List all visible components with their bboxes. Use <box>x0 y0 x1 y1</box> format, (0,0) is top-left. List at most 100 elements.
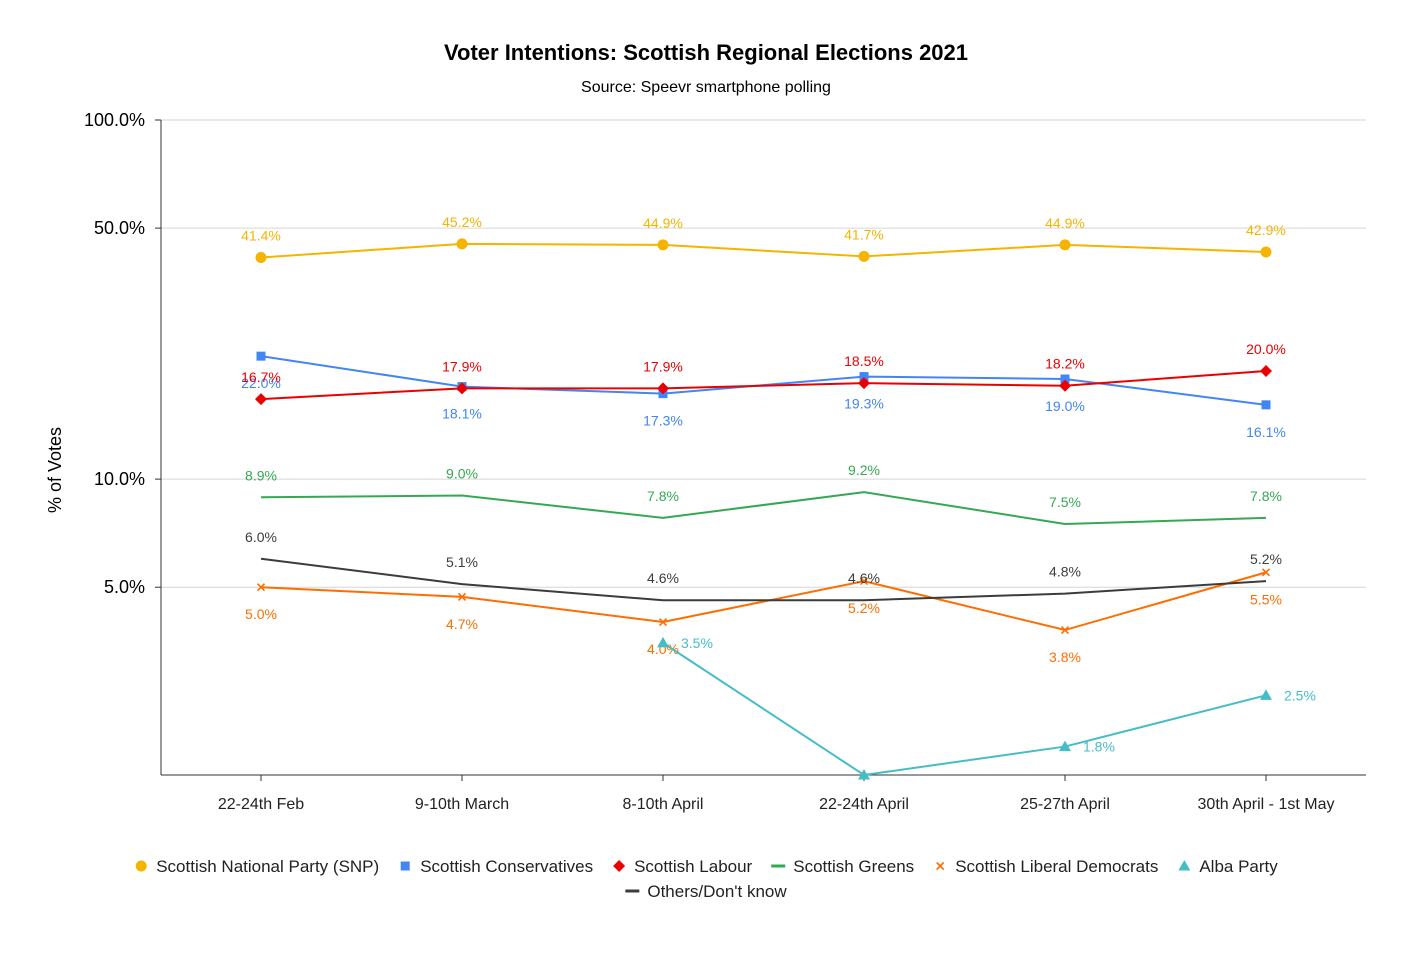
series-6: 6.0% 5.1% 4.6% 4.6% 4.8% 5.2% <box>245 529 1282 602</box>
data-point-marker <box>657 636 669 648</box>
y-axis-ticks: 100.0% 50.0% 10.0% 5.0% <box>84 110 161 597</box>
x-marker-stroke <box>936 861 945 871</box>
data-label: 45.2% <box>442 214 482 230</box>
series-line <box>662 642 1267 777</box>
x-axis: 22-24th Feb 9-10th March 8-10th April 22-24… <box>160 120 1366 813</box>
x-tick-label: 9-10th March <box>415 796 509 813</box>
data-point-marker <box>859 372 869 382</box>
y-tick-label: 50.0% <box>94 218 145 238</box>
legend-item-4: Scottish Liberal Democrats <box>936 857 1158 876</box>
legend-label: Scottish Greens <box>793 857 914 876</box>
data-point-marker <box>1261 400 1271 410</box>
data-label: 42.9% <box>1246 222 1286 238</box>
legend-label: Scottish Labour <box>634 857 752 876</box>
data-point-marker <box>858 769 870 780</box>
legend-item-1: Scottish Conservatives <box>400 857 593 876</box>
y-tick-label: 5.0% <box>104 577 145 597</box>
series-3: 8.9% 9.0% 7.8% 9.2% 7.5% 7.8% <box>245 462 1282 525</box>
x-tick-label: 8-10th April <box>623 796 704 813</box>
chart-subtitle: Source: Speevr smartphone polling <box>581 79 831 96</box>
legend-item-0: Scottish National Party (SNP) <box>135 857 379 876</box>
data-label: 3.8% <box>1049 649 1081 665</box>
x-marker-stroke <box>1060 625 1070 635</box>
series-5: 3.5% 1.8% 2.5% <box>657 635 1316 780</box>
data-label: 17.9% <box>442 358 482 374</box>
data-point-marker <box>858 250 870 262</box>
data-label: 5.5% <box>1250 591 1282 607</box>
series-0: 41.4% 45.2% 44.9% 41.7% 44.9% 42.9% <box>241 214 1286 264</box>
data-point-marker <box>1260 365 1272 378</box>
legend-item-5: Alba Party <box>1178 857 1278 876</box>
x-tick-label: 30th April - 1st May <box>1198 796 1335 813</box>
data-point-marker <box>255 252 267 264</box>
legend-item-2: Scottish Labour <box>613 857 753 876</box>
legend-swatch <box>400 861 410 871</box>
data-point-marker <box>858 377 870 390</box>
legend-item-3: Scottish Greens <box>771 857 914 876</box>
data-point-marker <box>657 239 669 251</box>
series-line <box>260 370 1267 401</box>
data-label: 7.8% <box>647 488 679 504</box>
data-label: 4.6% <box>647 570 679 586</box>
series-1: 22.0% 18.1% 17.3% 19.3% 19.0% 16.1% <box>241 351 1286 440</box>
data-label: 6.0% <box>245 529 277 545</box>
series-line <box>260 491 1267 525</box>
data-point-marker <box>1260 246 1272 258</box>
data-point-marker <box>1060 374 1070 384</box>
y-tick-label: 100.0% <box>84 110 145 130</box>
data-point-marker <box>256 583 266 592</box>
y-axis-label: % of Votes <box>45 427 65 513</box>
data-point-marker <box>1260 689 1272 700</box>
data-point-marker <box>658 617 668 627</box>
data-label: 8.9% <box>245 467 277 483</box>
data-point-marker <box>1059 740 1071 752</box>
data-point-marker <box>1261 568 1271 577</box>
x-marker-stroke <box>457 592 467 601</box>
data-label: 5.0% <box>245 606 277 622</box>
data-label: 18.2% <box>1045 356 1085 372</box>
legend-label: Alba Party <box>1199 857 1278 876</box>
x-marker-stroke <box>658 617 668 627</box>
data-point-marker <box>1059 239 1071 251</box>
data-point-marker <box>456 238 468 250</box>
data-label: 19.0% <box>1045 398 1085 414</box>
legend-swatch <box>1178 860 1191 871</box>
data-label: 19.3% <box>844 396 884 412</box>
x-tick-label: 25-27th April <box>1020 796 1110 813</box>
data-point-marker <box>457 592 467 601</box>
data-label: 4.8% <box>1049 564 1081 580</box>
data-point-marker <box>657 382 669 395</box>
data-label: 4.0% <box>647 641 679 657</box>
data-label: 18.5% <box>844 353 884 369</box>
data-label: 5.2% <box>848 600 880 616</box>
legend-swatch <box>613 860 626 872</box>
data-label: 7.8% <box>1250 488 1282 504</box>
data-label: 2.5% <box>1284 687 1316 703</box>
data-label: 5.1% <box>446 554 478 570</box>
data-label: 20.0% <box>1246 341 1286 357</box>
data-label: 41.4% <box>241 228 281 244</box>
data-label: 4.6% <box>848 570 880 586</box>
data-label: 16.7% <box>241 369 281 385</box>
series-4: 5.0% 4.7% 4.0% 5.2% 3.8% 5.5% <box>245 568 1282 665</box>
data-label: 3.5% <box>681 635 713 651</box>
legend: Scottish National Party (SNP) Scottish Co… <box>135 857 1278 901</box>
data-point-marker <box>456 382 468 395</box>
data-label: 16.1% <box>1246 424 1286 440</box>
data-point-marker <box>1060 625 1070 635</box>
legend-label: Scottish National Party (SNP) <box>156 857 379 876</box>
series-line <box>260 571 1267 632</box>
data-label: 17.3% <box>643 413 683 429</box>
legend-swatch <box>135 860 147 872</box>
x-marker-stroke <box>1261 568 1271 577</box>
y-tick-label: 10.0% <box>94 469 145 489</box>
data-label: 18.1% <box>442 406 482 422</box>
data-label: 44.9% <box>1045 215 1085 231</box>
x-tick-label: 22-24th Feb <box>218 796 304 813</box>
legend-swatch <box>936 861 945 871</box>
gridlines <box>161 119 1366 588</box>
data-point-marker <box>859 577 869 586</box>
data-point-marker <box>256 351 266 361</box>
x-tick-label: 22-24th April <box>819 796 909 813</box>
